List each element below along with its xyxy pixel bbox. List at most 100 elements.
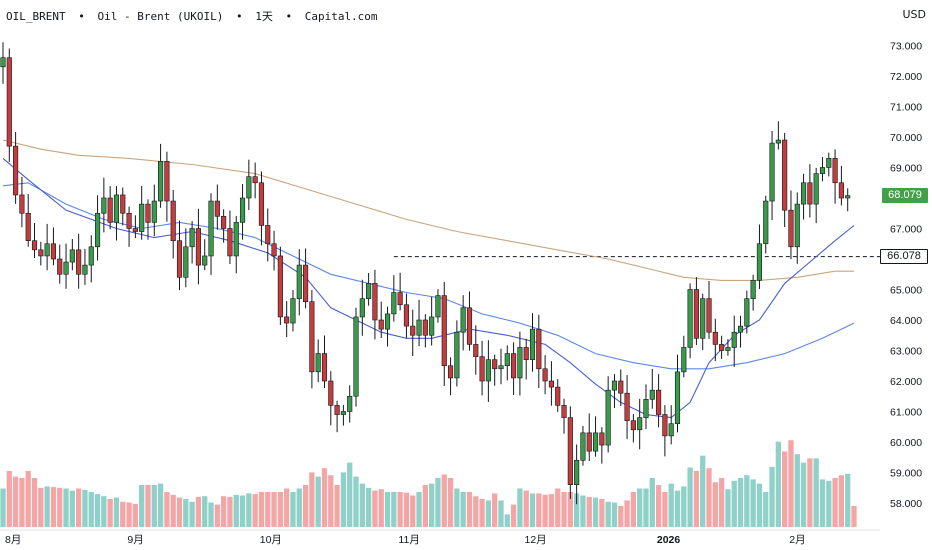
volume-bar <box>107 499 113 527</box>
candle <box>403 293 410 339</box>
candle <box>561 398 567 434</box>
candle <box>485 340 491 402</box>
candle-body <box>50 243 56 260</box>
candle <box>737 315 744 348</box>
volume-bar <box>233 494 239 527</box>
candle <box>303 248 309 309</box>
candle <box>202 239 208 271</box>
candle <box>618 369 624 406</box>
header-separator: • <box>235 10 243 23</box>
candle <box>132 215 138 239</box>
candle <box>410 309 416 357</box>
candle-body <box>132 228 138 232</box>
candle-body <box>447 365 454 379</box>
price-tick-label: 60.000 <box>890 437 922 449</box>
candle-body <box>611 380 618 391</box>
price-tick-label: 70.000 <box>890 132 922 144</box>
candle <box>277 246 283 325</box>
candle-body <box>378 319 384 330</box>
candle <box>214 184 220 230</box>
volume-bar <box>700 455 706 527</box>
candle-body <box>38 249 44 257</box>
volume-bar <box>25 471 31 527</box>
candle-body <box>819 167 826 174</box>
candle-body <box>737 325 744 333</box>
candle-body <box>183 246 189 278</box>
volume-bar <box>807 458 813 527</box>
time-tick-label: 10月 <box>260 534 282 546</box>
candle-body <box>31 240 38 251</box>
candle <box>120 187 126 226</box>
candle-body <box>391 292 397 315</box>
candle-body <box>277 255 283 318</box>
volume-bar <box>706 468 712 527</box>
candle-body <box>756 243 763 281</box>
volume-bar <box>265 492 271 527</box>
candle-body <box>845 195 851 199</box>
candle <box>94 195 101 261</box>
volume-bar <box>340 472 347 527</box>
symbol-label[interactable]: OIL_BRENT <box>6 10 66 23</box>
volume-bar <box>536 493 542 527</box>
candle <box>731 315 737 367</box>
candle-body <box>57 258 63 275</box>
price-tick-label: 73.000 <box>890 41 922 53</box>
candle <box>151 184 157 237</box>
volume-bar <box>693 471 700 527</box>
volume-bar <box>328 475 334 527</box>
candle <box>189 221 195 264</box>
volume-bar <box>580 495 586 527</box>
volume-bar <box>309 472 315 527</box>
volume-bar <box>643 488 649 527</box>
volume-bar <box>498 500 504 527</box>
candle <box>567 406 573 499</box>
volume-bar <box>624 500 630 527</box>
time-tick-label: 8月 <box>5 534 21 546</box>
level-price-tag: 66.078 <box>880 249 928 265</box>
volume-bar <box>466 492 473 527</box>
candle <box>750 274 756 311</box>
candle <box>693 277 699 346</box>
candle-body <box>687 289 693 348</box>
volume-bar <box>384 492 391 527</box>
volume-bar <box>19 478 25 527</box>
candle <box>315 339 321 383</box>
candle-body <box>586 432 592 452</box>
candle <box>290 290 296 332</box>
candle <box>372 269 378 340</box>
volume-bar <box>744 475 750 527</box>
volume-bar <box>567 492 573 527</box>
candle <box>44 223 50 271</box>
candle-body <box>775 139 781 144</box>
candle <box>719 335 725 359</box>
candle-body <box>19 194 25 214</box>
candle <box>548 361 554 406</box>
candle <box>63 243 69 289</box>
volume-bar <box>548 494 555 527</box>
price-tick-label: 72.000 <box>890 71 922 83</box>
candle <box>643 384 649 430</box>
candle-body <box>599 432 605 446</box>
candle <box>13 132 19 204</box>
candle <box>700 293 706 351</box>
candle-body <box>580 432 586 461</box>
candle-body <box>441 295 447 367</box>
volume-bar <box>359 483 365 527</box>
candle <box>706 280 712 339</box>
candle <box>536 314 542 389</box>
candle-body <box>801 182 807 205</box>
candle <box>454 320 460 387</box>
candle-body <box>246 176 252 199</box>
price-tick-label: 64.000 <box>890 315 922 327</box>
volume-bar <box>391 492 397 527</box>
candle-body <box>158 161 164 202</box>
volume-bar <box>510 504 517 527</box>
candle-body <box>548 380 554 388</box>
candle <box>819 157 826 182</box>
candle-body <box>668 423 674 437</box>
interval-label[interactable]: 1天 <box>255 10 273 23</box>
candle <box>164 151 170 222</box>
candle <box>775 121 781 150</box>
candle <box>630 414 636 443</box>
